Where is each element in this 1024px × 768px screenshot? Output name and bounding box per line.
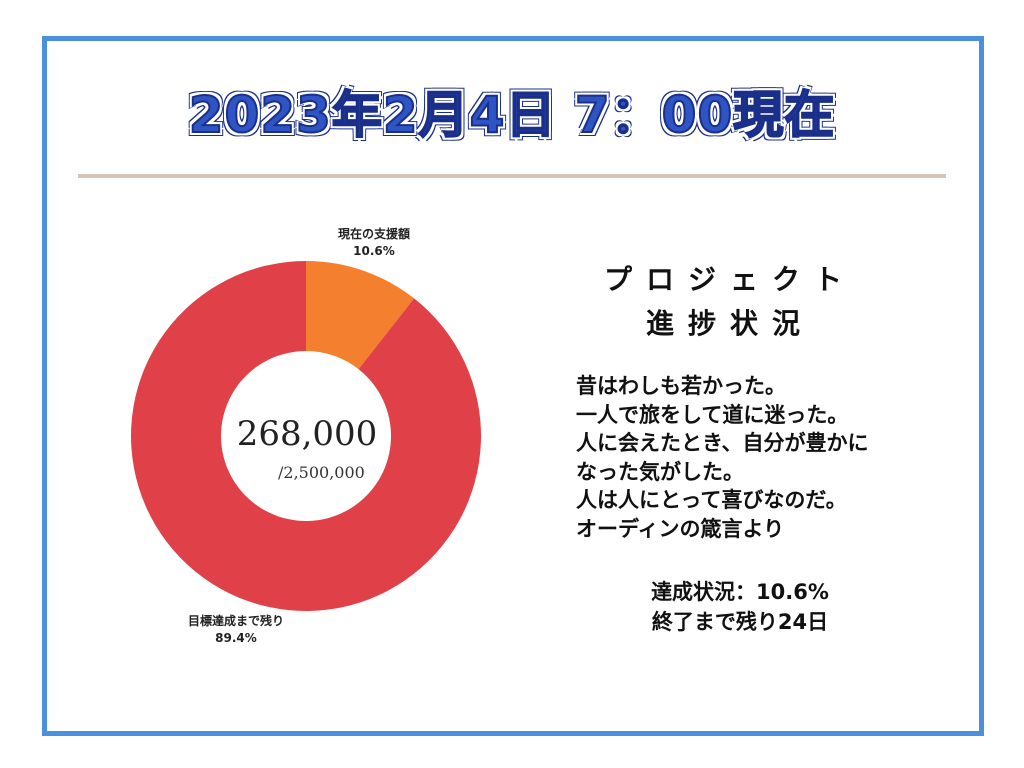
status-rate: 達成状況：10.6% (651, 580, 829, 604)
slice-label-remaining: 目標達成まで残り 89.4% (166, 613, 306, 647)
quote-block: 昔はわしも若かった。 一人で旅をして道に迷った。 人に会えたとき、自分が豊かに … (576, 372, 956, 543)
quote-line: 昔はわしも若かった。 (576, 374, 786, 398)
divider (78, 174, 946, 178)
slice-label-remaining-name: 目標達成まで残り (187, 614, 284, 628)
goal-total: /2,500,000 (278, 463, 365, 482)
quote-line: なった気がした。 (576, 459, 744, 484)
slice-label-raised: 現在の支援額 10.6% (314, 226, 434, 260)
slice-label-raised-value: 10.6% (353, 244, 395, 258)
status-remaining: 終了まで残り24日 (651, 610, 829, 634)
page-title: 2023年2月4日 7：00現在 (188, 85, 836, 145)
status-block: 達成状況：10.6% 終了まで残り24日 (610, 577, 870, 637)
slice-label-remaining-value: 89.4% (215, 631, 257, 645)
quote-line: 一人で旅をして道に迷った。 (576, 402, 849, 427)
donut-slice-raised (306, 261, 415, 370)
project-title: プロジェクト 進捗状況 (580, 258, 880, 346)
slice-label-raised-name: 現在の支援額 (337, 227, 410, 241)
donut-slice-remaining (131, 261, 481, 611)
quote-source: オーディンの箴言より (576, 516, 785, 541)
quote-line: 人に会えたとき、自分が豊かに (576, 431, 869, 455)
project-title-line2: 進捗状況 (645, 307, 814, 340)
project-title-line1: プロジェクト (603, 263, 856, 296)
raised-total: 268,000 (236, 414, 378, 454)
quote-line: 人は人にとって喜びなのだ。 (576, 488, 847, 512)
